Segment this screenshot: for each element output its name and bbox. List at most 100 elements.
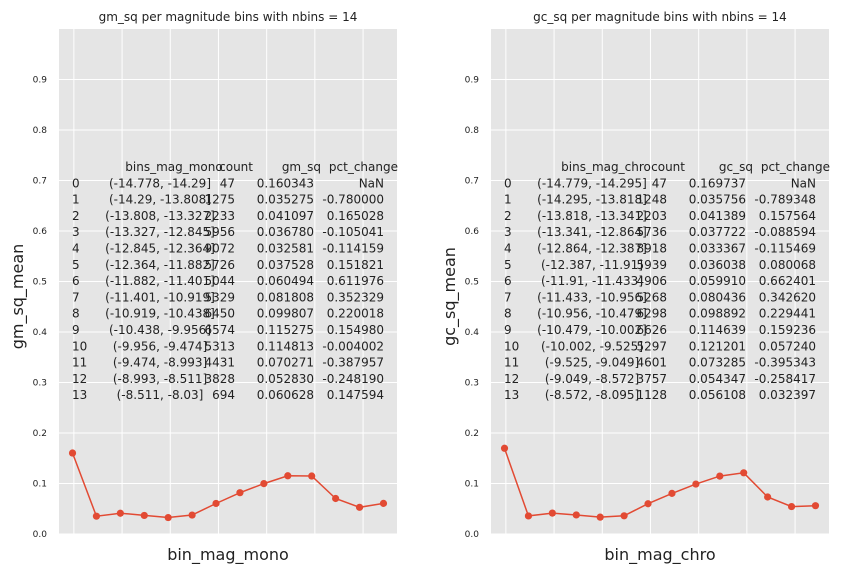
table-cell-count: 5939 [636, 258, 667, 272]
data-point [236, 489, 244, 497]
table-cell-bin: (-10.438, -9.956] [109, 323, 211, 337]
table-cell-count: 5044 [204, 274, 235, 288]
table-cell-bin: (-13.818, -13.341] [537, 209, 647, 223]
table-cell-index: 1 [504, 193, 512, 207]
data-point [92, 512, 101, 520]
data-point [787, 502, 796, 511]
table-cell-value: 0.041097 [257, 209, 314, 223]
table-cell-value: 0.037528 [257, 258, 314, 272]
table-cell-index: 11 [504, 356, 519, 370]
y-tick-label: 0.0 [33, 530, 48, 540]
table-cell-bin: (-14.778, -14.29] [109, 176, 211, 190]
table-cell-pct-change: 0.080068 [759, 258, 816, 272]
data-point [692, 480, 700, 488]
table-header: pct_change [329, 160, 398, 174]
table-cell-index: 2 [504, 209, 512, 223]
table-cell-index: 4 [504, 242, 512, 256]
table-cell-pct-change: 0.057240 [759, 339, 816, 353]
table-cell-pct-change: NaN [791, 176, 816, 190]
y-tick-label: 0.0 [465, 530, 480, 540]
table-cell-index: 8 [72, 307, 80, 321]
data-point [332, 494, 340, 503]
data-point [379, 499, 388, 507]
table-cell-pct-change: 0.159236 [759, 323, 816, 337]
y-tick-label: 0.5 [465, 278, 479, 288]
table-cell-pct-change: 0.229441 [759, 307, 816, 321]
series-line [71, 452, 384, 519]
table-cell-count: 3757 [636, 372, 667, 386]
table-cell-count: 5297 [636, 339, 667, 353]
table-cell-pct-change: -0.105041 [322, 225, 384, 239]
y-tick-label: 0.5 [33, 278, 47, 288]
data-point [68, 449, 77, 457]
table-cell-pct-change: NaN [359, 176, 384, 190]
table-cell-value: 0.036038 [689, 258, 746, 272]
data-point [260, 479, 268, 488]
y-axis-label: gm_sq_mean [8, 244, 28, 350]
data-point [116, 509, 124, 517]
table-cell-value: 0.115275 [257, 323, 314, 337]
data-point [284, 472, 292, 480]
table-cell-value: 0.035275 [257, 193, 314, 207]
data-point [644, 500, 652, 508]
chart-panel-gc-sq: 0.0 0.1 0.2 0.3 0.4 0.5 0.6 0.7 0.8 0.9 gc_sq per … [440, 10, 830, 565]
table-cell-pct-change: 0.165028 [327, 209, 384, 223]
table-cell-value: 0.036780 [257, 225, 314, 239]
table-cell-index: 7 [72, 290, 80, 304]
chart-panel-gm-sq: 0.0 0.1 0.2 0.3 0.4 0.5 0.6 0.7 0.8 0.9 gm_sq per … [8, 10, 398, 565]
table-cell-index: 2 [72, 209, 80, 223]
chart-title: gc_sq per magnitude bins with nbins = 14 [533, 10, 787, 24]
table-cell-value: 0.056108 [689, 388, 746, 402]
table-cell-pct-change: -0.115469 [754, 242, 816, 256]
table-cell-index: 3 [504, 225, 512, 239]
data-point [212, 499, 220, 508]
table-cell-bin: (-13.808, -13.327] [105, 209, 215, 223]
table-cell-value: 0.114813 [257, 339, 314, 353]
table-cell-count: 4431 [204, 356, 235, 370]
table-cell-value: 0.035756 [689, 193, 746, 207]
y-tick-label: 0.4 [465, 328, 480, 338]
table-cell-pct-change: -0.395343 [754, 356, 816, 370]
table-cell-pct-change: 0.151821 [327, 258, 384, 272]
data-point [140, 511, 148, 520]
table-cell-bin: (-9.956, -9.474] [113, 339, 207, 353]
table-cell-pct-change: 0.032397 [759, 388, 816, 402]
table-cell-index: 9 [504, 323, 512, 337]
table-cell-bin: (-11.91, -11.433] [541, 274, 643, 288]
table-cell-pct-change: 0.157564 [759, 209, 816, 223]
table-cell-pct-change: -0.258417 [754, 372, 816, 386]
table-cell-bin: (-14.295, -13.818] [537, 193, 647, 207]
table-cell-pct-change: -0.789348 [754, 193, 816, 207]
table-cell-value: 0.054347 [689, 372, 746, 386]
table-cell-value: 0.052830 [257, 372, 314, 386]
series-line [503, 448, 816, 518]
table-cell-pct-change: -0.114159 [322, 242, 384, 256]
table-cell-index: 13 [504, 388, 519, 402]
table-cell-count: 8918 [636, 242, 667, 256]
table-cell-bin: (-14.29, -13.808] [109, 193, 211, 207]
table-cell-index: 10 [504, 339, 519, 353]
table-cell-count: 6574 [204, 323, 235, 337]
table-cell-bin: (-12.387, -11.91] [541, 258, 643, 272]
table-cell-index: 5 [72, 258, 80, 272]
table-header: count [651, 160, 685, 174]
y-tick-label: 0.8 [465, 126, 480, 136]
table-cell-bin: (-12.364, -11.882] [105, 258, 215, 272]
table-cell-count: 6450 [204, 307, 235, 321]
x-axis-label: bin_mag_chro [604, 545, 715, 565]
table-header: pct_change [761, 160, 830, 174]
data-point [164, 513, 172, 522]
y-tick-label: 0.7 [33, 177, 47, 187]
table-cell-count: 5726 [204, 258, 235, 272]
table-cell-pct-change: -0.780000 [322, 193, 384, 207]
y-tick-label: 0.8 [33, 126, 48, 136]
table-cell-value: 0.160343 [257, 176, 314, 190]
table-cell-value: 0.037722 [689, 225, 746, 239]
table-cell-bin: (-13.341, -12.864] [537, 225, 647, 239]
table-cell-count: 4906 [636, 274, 667, 288]
table-cell-value: 0.121201 [689, 339, 746, 353]
table-cell-count: 1275 [204, 193, 235, 207]
table-cell-bin: (-14.779, -14.295] [537, 176, 647, 190]
table-cell-index: 11 [72, 356, 87, 370]
